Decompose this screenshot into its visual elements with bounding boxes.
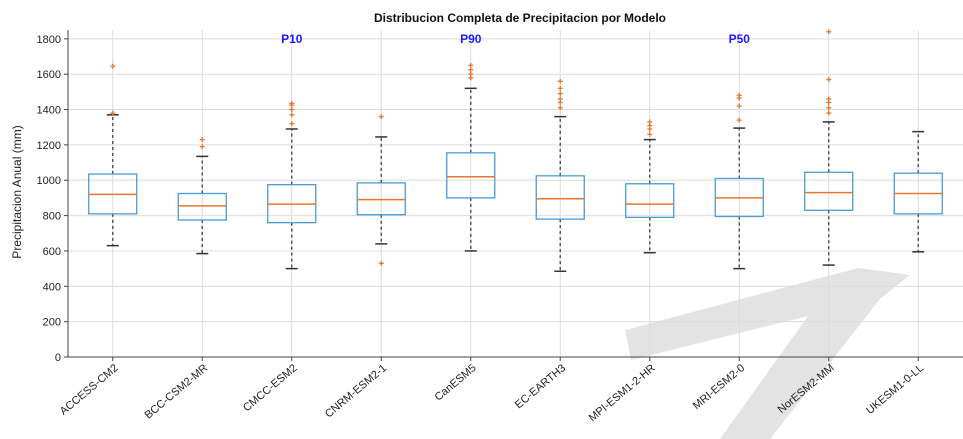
x-tick-label: EC-EARTH3: [513, 362, 568, 411]
y-tick-label: 800: [43, 211, 61, 223]
y-tick-label: 1400: [37, 105, 61, 117]
annotation-label: P50: [729, 32, 751, 46]
iqr-box: [446, 152, 496, 199]
y-tick-label: 1800: [37, 34, 61, 46]
chart-title: Distribucion Completa de Precipitacion p…: [374, 11, 666, 25]
x-tick-label: CNRM-ESM2-1: [323, 362, 389, 420]
annotation-label: P90: [460, 32, 482, 46]
y-tick-label: 1200: [37, 140, 61, 152]
y-tick-label: 400: [43, 281, 61, 293]
x-tick-label: UKESM1-0-LL: [864, 362, 926, 417]
x-tick-label: CanESM5: [433, 362, 479, 403]
y-tick-label: 1000: [37, 175, 61, 187]
iqr-box: [535, 175, 585, 220]
x-tick-label: MRI-ESM2-0: [691, 362, 747, 412]
y-tick-label: 0: [55, 352, 61, 364]
x-tick-label: BCC-CSM2-MR: [143, 362, 211, 422]
boxes: [88, 29, 943, 273]
grid: [68, 30, 963, 358]
watermark-shape: [625, 268, 910, 439]
y-axis-label: Precipitacion Anual (mm): [10, 125, 24, 258]
y-tick-label: 600: [43, 246, 61, 258]
annotation-label: P10: [281, 32, 303, 46]
x-tick-label: CMCC-ESM2: [241, 362, 300, 414]
iqr-box: [356, 182, 406, 216]
annotations: P10 P90 P50: [281, 32, 750, 46]
axes: 0 200 400 600 800 1000 1200 1400 1600 1800 ACCESS-…: [37, 30, 963, 424]
iqr-box: [804, 171, 854, 211]
x-tick-label: ACCESS-CM2: [58, 362, 121, 418]
x-tick-label: MPI-ESM1-2-HR: [587, 362, 658, 424]
y-tick-label: 1600: [37, 69, 61, 81]
iqr-box: [625, 183, 675, 219]
y-tick-label: 200: [43, 317, 61, 329]
iqr-box: [177, 192, 227, 221]
